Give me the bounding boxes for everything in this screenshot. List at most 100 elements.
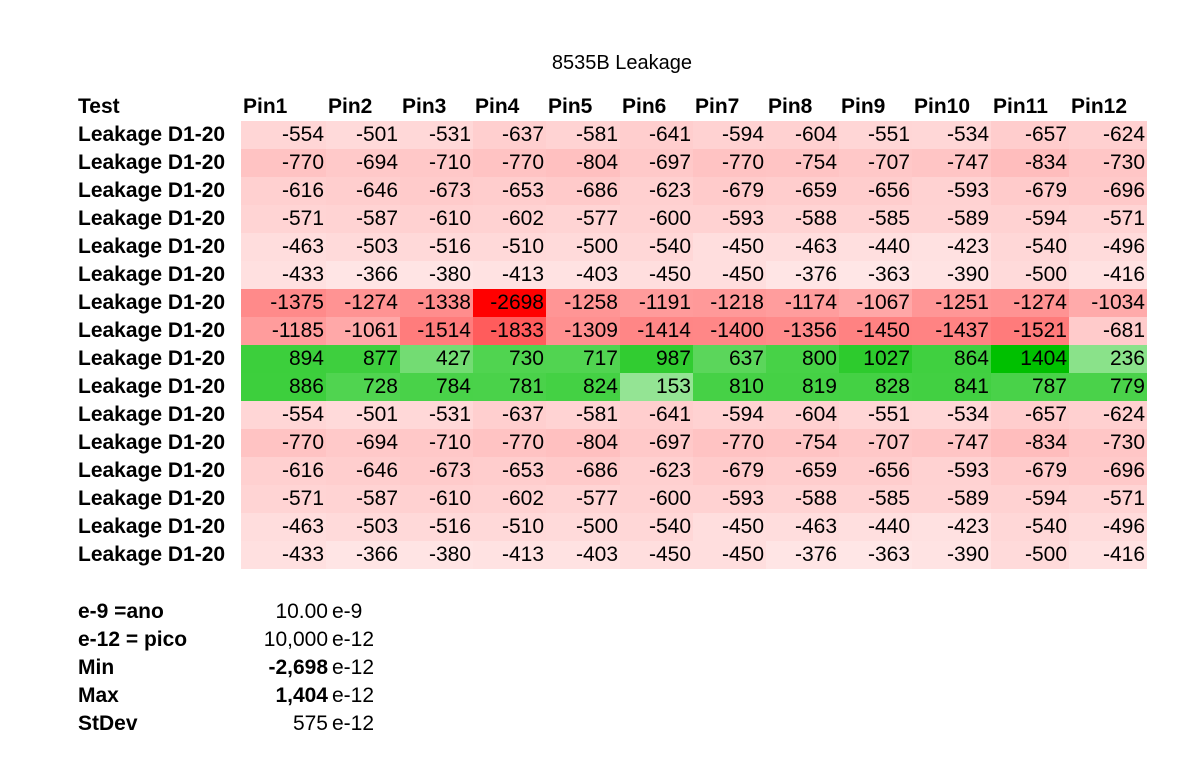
value-cell[interactable]: -577	[546, 485, 620, 513]
row-label[interactable]: Leakage D1-20	[78, 375, 226, 398]
value-cell[interactable]: -624	[1069, 121, 1147, 149]
value-cell[interactable]: -754	[766, 429, 839, 457]
value-cell[interactable]: -594	[991, 485, 1069, 513]
value-cell[interactable]: -1061	[326, 317, 400, 345]
value-cell[interactable]: -1338	[400, 289, 473, 317]
value-cell[interactable]: -610	[400, 205, 473, 233]
value-cell[interactable]: 1404	[991, 345, 1069, 373]
value-cell[interactable]: -554	[241, 401, 326, 429]
value-cell[interactable]: -657	[991, 401, 1069, 429]
value-cell[interactable]: 824	[546, 373, 620, 401]
value-cell[interactable]: -433	[241, 261, 326, 289]
value-cell[interactable]: -686	[546, 457, 620, 485]
stat-value[interactable]: 575	[292, 712, 328, 735]
value-cell[interactable]: -463	[241, 513, 326, 541]
value-cell[interactable]: -376	[766, 261, 839, 289]
value-cell[interactable]: -1185	[241, 317, 326, 345]
value-cell[interactable]: 427	[400, 345, 473, 373]
value-cell[interactable]: -694	[326, 149, 400, 177]
value-cell[interactable]: -540	[991, 513, 1069, 541]
row-label[interactable]: Leakage D1-20	[78, 347, 226, 370]
value-cell[interactable]: -1309	[546, 317, 620, 345]
value-cell[interactable]: -594	[991, 205, 1069, 233]
value-cell[interactable]: -697	[620, 429, 693, 457]
value-cell[interactable]: -707	[839, 149, 912, 177]
row-label[interactable]: Leakage D1-20	[78, 235, 226, 258]
row-label[interactable]: Leakage D1-20	[78, 487, 226, 510]
value-cell[interactable]: -588	[766, 485, 839, 513]
stat-unit[interactable]: e-12	[332, 628, 375, 651]
value-cell[interactable]: -588	[766, 205, 839, 233]
value-cell[interactable]: -1450	[839, 317, 912, 345]
value-cell[interactable]: -1067	[839, 289, 912, 317]
value-cell[interactable]: 236	[1069, 345, 1147, 373]
value-cell[interactable]: -686	[546, 177, 620, 205]
value-cell[interactable]: -433	[241, 541, 326, 569]
value-cell[interactable]: -602	[473, 485, 546, 513]
value-cell[interactable]: -653	[473, 177, 546, 205]
value-cell[interactable]: -656	[839, 457, 912, 485]
value-cell[interactable]: -589	[912, 485, 991, 513]
value-cell[interactable]: -747	[912, 149, 991, 177]
value-cell[interactable]: -673	[400, 177, 473, 205]
stat-label[interactable]: Max	[78, 684, 119, 707]
value-cell[interactable]: -747	[912, 429, 991, 457]
value-cell[interactable]: 779	[1069, 373, 1147, 401]
value-cell[interactable]: -540	[620, 513, 693, 541]
value-cell[interactable]: -363	[839, 261, 912, 289]
value-cell[interactable]: -500	[991, 261, 1069, 289]
header-pin5[interactable]: Pin5	[548, 95, 593, 118]
value-cell[interactable]: 828	[839, 373, 912, 401]
value-cell[interactable]: -641	[620, 121, 693, 149]
value-cell[interactable]: -646	[326, 457, 400, 485]
value-cell[interactable]: -450	[620, 261, 693, 289]
value-cell[interactable]: 987	[620, 345, 693, 373]
value-cell[interactable]: -679	[693, 457, 766, 485]
value-cell[interactable]: -516	[400, 233, 473, 261]
stat-unit[interactable]: e-12	[332, 656, 375, 679]
value-cell[interactable]: -770	[241, 149, 326, 177]
value-cell[interactable]: -707	[839, 429, 912, 457]
value-cell[interactable]: -496	[1069, 233, 1147, 261]
value-cell[interactable]: -834	[991, 429, 1069, 457]
value-cell[interactable]: -602	[473, 205, 546, 233]
header-pin7[interactable]: Pin7	[695, 95, 740, 118]
value-cell[interactable]: -679	[693, 177, 766, 205]
value-cell[interactable]: -1191	[620, 289, 693, 317]
value-cell[interactable]: -594	[693, 121, 766, 149]
value-cell[interactable]: -593	[912, 177, 991, 205]
value-cell[interactable]: -681	[1069, 317, 1147, 345]
value-cell[interactable]: -463	[766, 233, 839, 261]
stat-label[interactable]: StDev	[78, 712, 138, 735]
value-cell[interactable]: -587	[326, 485, 400, 513]
value-cell[interactable]: -450	[693, 541, 766, 569]
value-cell[interactable]: 810	[693, 373, 766, 401]
value-cell[interactable]: -696	[1069, 177, 1147, 205]
header-pin10[interactable]: Pin10	[914, 95, 971, 118]
value-cell[interactable]: 730	[473, 345, 546, 373]
value-cell[interactable]: -770	[693, 429, 766, 457]
row-label[interactable]: Leakage D1-20	[78, 179, 226, 202]
row-label[interactable]: Leakage D1-20	[78, 263, 226, 286]
value-cell[interactable]: 800	[766, 345, 839, 373]
value-cell[interactable]: -416	[1069, 261, 1147, 289]
value-cell[interactable]: -653	[473, 457, 546, 485]
value-cell[interactable]: -585	[839, 205, 912, 233]
stat-label[interactable]: Min	[78, 656, 115, 679]
header-pin12[interactable]: Pin12	[1071, 95, 1128, 118]
value-cell[interactable]: -403	[546, 261, 620, 289]
value-cell[interactable]: -697	[620, 149, 693, 177]
value-cell[interactable]: -380	[400, 541, 473, 569]
value-cell[interactable]: -623	[620, 457, 693, 485]
value-cell[interactable]: -594	[693, 401, 766, 429]
value-cell[interactable]: -571	[1069, 485, 1147, 513]
value-cell[interactable]: -1514	[400, 317, 473, 345]
value-cell[interactable]: -696	[1069, 457, 1147, 485]
value-cell[interactable]: -623	[620, 177, 693, 205]
row-label[interactable]: Leakage D1-20	[78, 123, 226, 146]
value-cell[interactable]: -1400	[693, 317, 766, 345]
value-cell[interactable]: -679	[991, 457, 1069, 485]
value-cell[interactable]: -1521	[991, 317, 1069, 345]
value-cell[interactable]: -600	[620, 485, 693, 513]
value-cell[interactable]: -604	[766, 121, 839, 149]
